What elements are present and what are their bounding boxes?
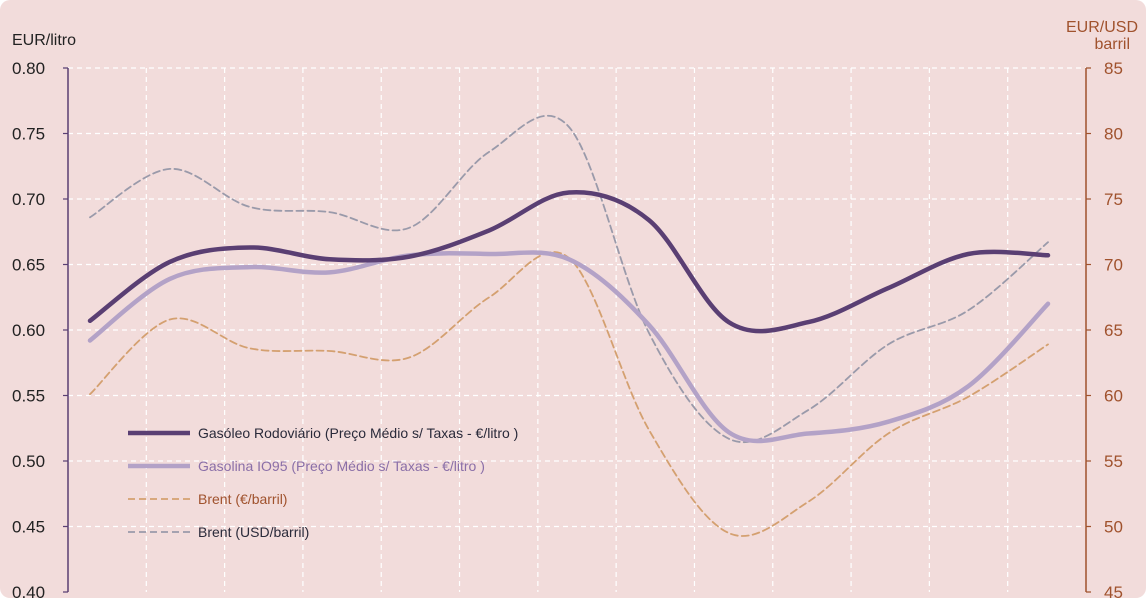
y-axis-left-title: EUR/litro bbox=[12, 32, 76, 49]
y-tick-left-label: 0.65 bbox=[12, 256, 45, 275]
series-line-1 bbox=[87, 250, 1051, 444]
y-tick-right-label: 75 bbox=[1104, 190, 1123, 209]
y-tick-left-label: 0.80 bbox=[12, 59, 45, 78]
legend-label-1: Gasolina IO95 (Preço Médio s/ Taxas - €/… bbox=[198, 458, 485, 474]
y-tick-right-label: 65 bbox=[1104, 321, 1123, 340]
axes bbox=[63, 67, 1091, 593]
legend: Gasóleo Rodoviário (Preço Médio s/ Taxas… bbox=[128, 425, 518, 540]
y-tick-left-label: 0.50 bbox=[12, 452, 45, 471]
y-tick-right-label: 60 bbox=[1104, 387, 1123, 406]
y-tick-left-label: 0.45 bbox=[12, 518, 45, 537]
grid-lines bbox=[68, 67, 1086, 592]
y-tick-right-label: 45 bbox=[1104, 583, 1123, 598]
y-tick-right-label: 85 bbox=[1104, 59, 1123, 78]
y-tick-right-label: 70 bbox=[1104, 256, 1123, 275]
tick-labels: 0.40 0.45 0.50 0.55 0.60 0.65 0.70 0.75 0.80 45 50… bbox=[12, 19, 1138, 598]
series-line-0 bbox=[87, 189, 1051, 334]
y-tick-right-label: 50 bbox=[1104, 518, 1123, 537]
series-line-2 bbox=[89, 251, 1049, 537]
y-tick-left-label: 0.55 bbox=[12, 387, 45, 406]
legend-label-2: Brent (€/barril) bbox=[198, 491, 287, 507]
y-tick-left-label: 0.40 bbox=[12, 583, 45, 598]
legend-label-3: Brent (USD/barril) bbox=[198, 524, 309, 540]
series-line-3 bbox=[89, 114, 1049, 444]
y-tick-left-label: 0.70 bbox=[12, 190, 45, 209]
series-lines bbox=[87, 114, 1051, 537]
y-axis-right-title: EUR/USD barril bbox=[1066, 19, 1138, 53]
y-tick-left-label: 0.75 bbox=[12, 125, 45, 144]
y-tick-left-label: 0.60 bbox=[12, 321, 45, 340]
y-tick-right-label: 55 bbox=[1104, 452, 1123, 471]
y-tick-right-label: 80 bbox=[1104, 125, 1123, 144]
legend-label-0: Gasóleo Rodoviário (Preço Médio s/ Taxas… bbox=[198, 425, 518, 441]
